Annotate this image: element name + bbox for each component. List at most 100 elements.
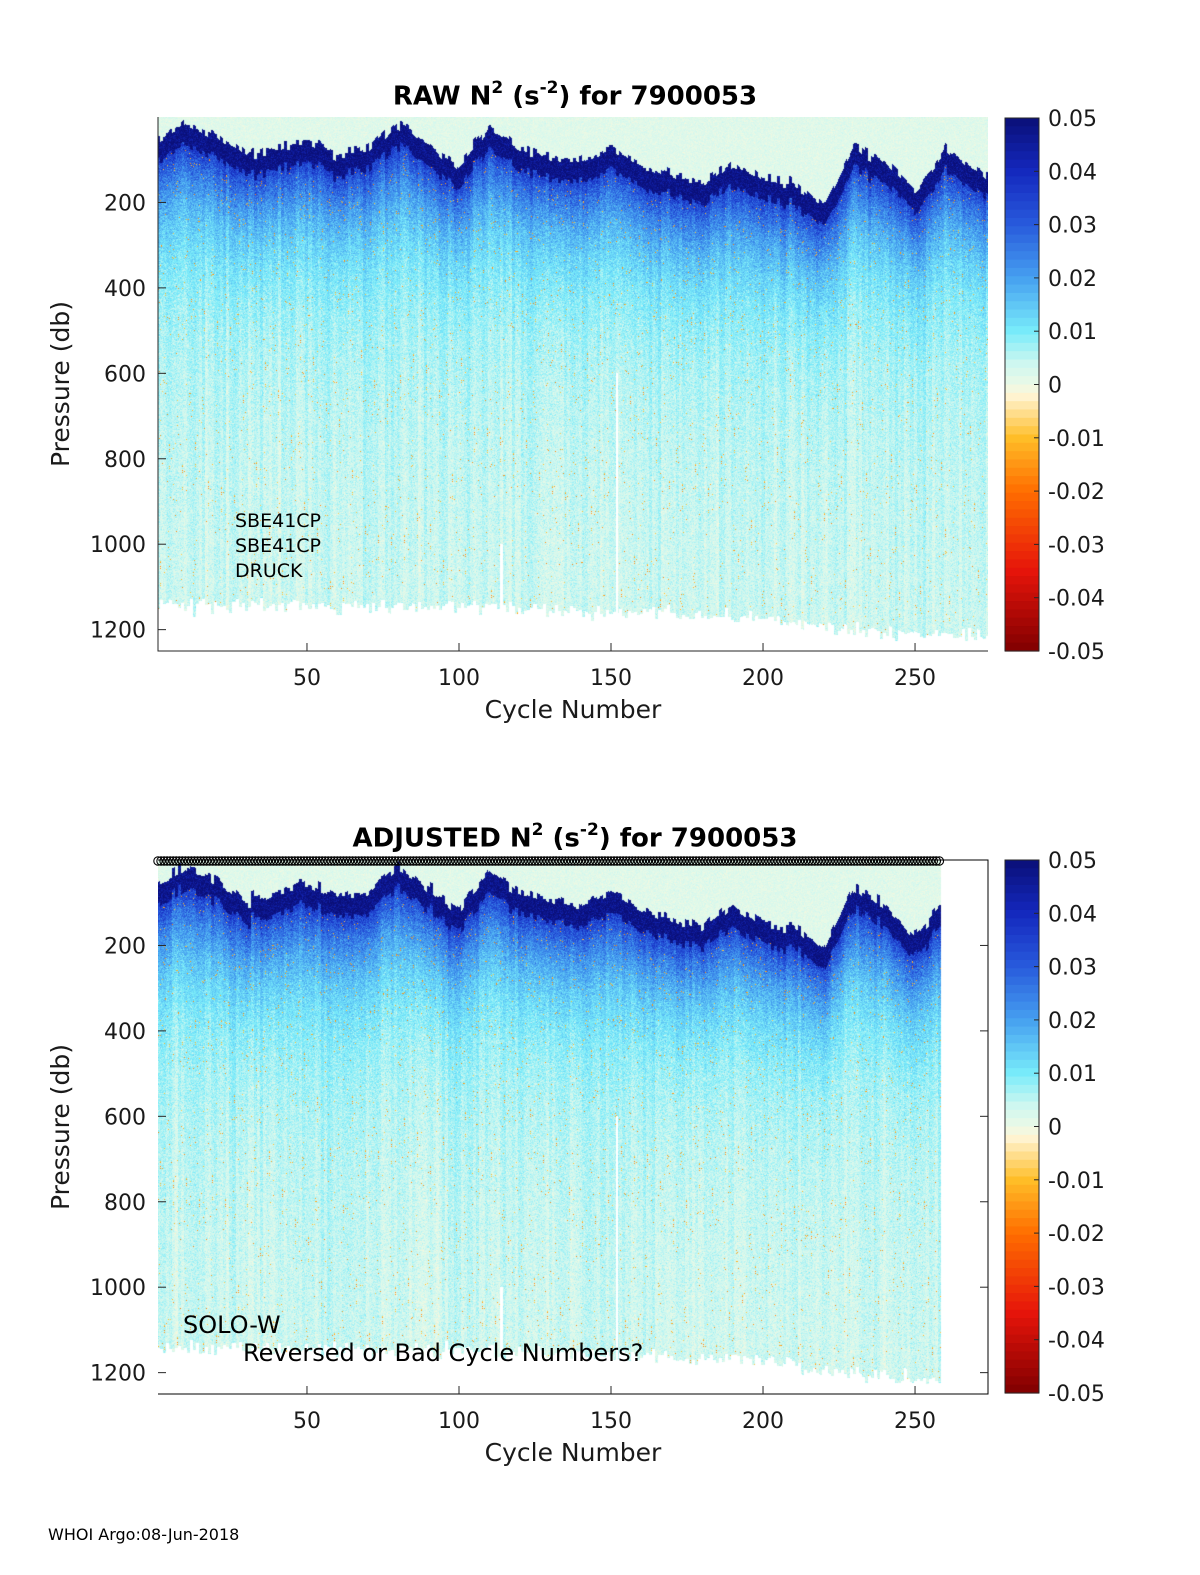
surface-marker — [876, 856, 887, 866]
surface-marker — [557, 856, 568, 866]
colorbar-cell — [1005, 459, 1039, 469]
surface-marker — [512, 856, 522, 866]
surface-marker — [293, 856, 303, 866]
colorbar-cell — [1005, 1109, 1039, 1119]
surface-marker — [226, 856, 236, 866]
colorbar-cell — [1005, 259, 1039, 269]
colorbar-cell — [1005, 909, 1039, 919]
colorbar-cell — [1005, 876, 1039, 886]
raw-colorbar: 0.05 0.04 0.03 0.02 0.01 0 -0.01 -0.02 -0.03 -0.0… — [1004, 107, 1105, 665]
surface-marker — [709, 856, 720, 866]
surface-marker — [670, 856, 680, 866]
colorbar-cell — [1005, 334, 1039, 344]
colorbar-cell — [1005, 534, 1039, 544]
colorbar-cell — [1005, 1309, 1039, 1319]
surface-marker — [256, 856, 267, 866]
surface-marker — [423, 856, 434, 866]
x-tick-label: 50 — [293, 1409, 321, 1434]
colorbar-cell — [1005, 118, 1039, 127]
surface-marker — [676, 856, 686, 866]
surface-marker — [870, 856, 881, 866]
colorbar-cell — [1005, 1134, 1039, 1144]
surface-marker — [299, 856, 309, 866]
surface-marker — [518, 856, 528, 866]
surface-marker — [895, 856, 905, 866]
colorbar-cell — [1005, 918, 1039, 928]
surface-marker — [241, 856, 251, 866]
surface-marker — [934, 856, 945, 866]
colorbar-cell — [1005, 976, 1039, 986]
surface-marker — [460, 856, 470, 866]
surface-marker — [274, 856, 285, 866]
surface-marker — [612, 856, 622, 866]
surface-marker — [381, 856, 391, 866]
colorbar-cell — [1005, 1176, 1039, 1186]
adjusted-heatmap — [158, 860, 988, 1394]
surface-marker — [563, 856, 574, 866]
surface-marker — [268, 856, 279, 866]
surface-marker — [159, 856, 169, 866]
surface-marker — [454, 856, 464, 866]
surface-marker — [393, 856, 403, 866]
colorbar-cell — [1005, 1034, 1039, 1044]
axes-frame — [158, 859, 989, 1395]
colorbar-gradient — [1005, 118, 1039, 652]
surface-marker — [575, 856, 586, 866]
surface-marker — [721, 856, 732, 866]
colorbar-cell — [1005, 1293, 1039, 1302]
surface-marker — [372, 856, 382, 866]
surface-marker — [907, 856, 917, 866]
colorbar-cell — [1005, 943, 1039, 953]
surface-marker — [530, 856, 540, 866]
colorbar-tick-label: 0.05 — [1048, 107, 1097, 132]
raw-chart-title: RAW N2 (s-2) for 7900053 — [392, 78, 758, 112]
colorbar-cell — [1005, 1259, 1039, 1269]
surface-marker — [435, 856, 446, 866]
surface-marker — [730, 856, 741, 866]
y-tick-label: 600 — [104, 1105, 146, 1130]
colorbar-cell — [1005, 559, 1039, 569]
colorbar-cell — [1005, 993, 1039, 1003]
surface-marker — [478, 856, 489, 866]
surface-marker — [515, 856, 525, 866]
surface-marker — [758, 856, 768, 866]
surface-marker — [302, 856, 312, 866]
colorbar-cell — [1005, 376, 1039, 386]
surface-marker — [271, 856, 282, 866]
surface-marker — [186, 856, 197, 866]
surface-marker — [910, 856, 920, 866]
colorbar-cell — [1005, 509, 1039, 519]
colorbar-cell — [1005, 217, 1039, 227]
surface-marker — [855, 856, 866, 866]
surface-marker — [822, 856, 832, 866]
colorbar-cell — [1005, 576, 1039, 585]
colorbar-cell — [1005, 1051, 1039, 1061]
surface-marker — [378, 856, 388, 866]
colorbar-cell — [1005, 317, 1039, 327]
surface-marker — [329, 856, 340, 866]
surface-marker — [156, 856, 166, 866]
colorbar-cell — [1005, 1351, 1039, 1361]
surface-marker — [691, 856, 701, 866]
surface-marker — [366, 856, 376, 866]
surface-marker — [353, 856, 364, 866]
colorbar-cell — [1005, 242, 1039, 252]
surface-marker — [773, 856, 783, 866]
colorbar-cell — [1005, 234, 1039, 244]
surface-marker — [554, 856, 565, 866]
colorbar-cell — [1005, 342, 1039, 352]
surface-marker — [536, 856, 546, 866]
surface-marker — [700, 856, 711, 866]
surface-marker — [688, 856, 698, 866]
surface-marker — [718, 856, 729, 866]
y-tick-label: 1000 — [90, 1276, 146, 1301]
colorbar-cell — [1005, 142, 1039, 152]
raw-axes: 50 100 150 200 250 200 400 600 800 1000 1200 Cycle … — [46, 117, 988, 724]
surface-marker — [332, 856, 343, 866]
surface-marker — [481, 856, 492, 866]
colorbar-tick-label: -0.03 — [1048, 533, 1105, 558]
surface-marker — [189, 856, 200, 866]
surface-marker — [429, 856, 440, 866]
surface-marker — [882, 856, 893, 866]
colorbar-cell — [1005, 1076, 1039, 1086]
